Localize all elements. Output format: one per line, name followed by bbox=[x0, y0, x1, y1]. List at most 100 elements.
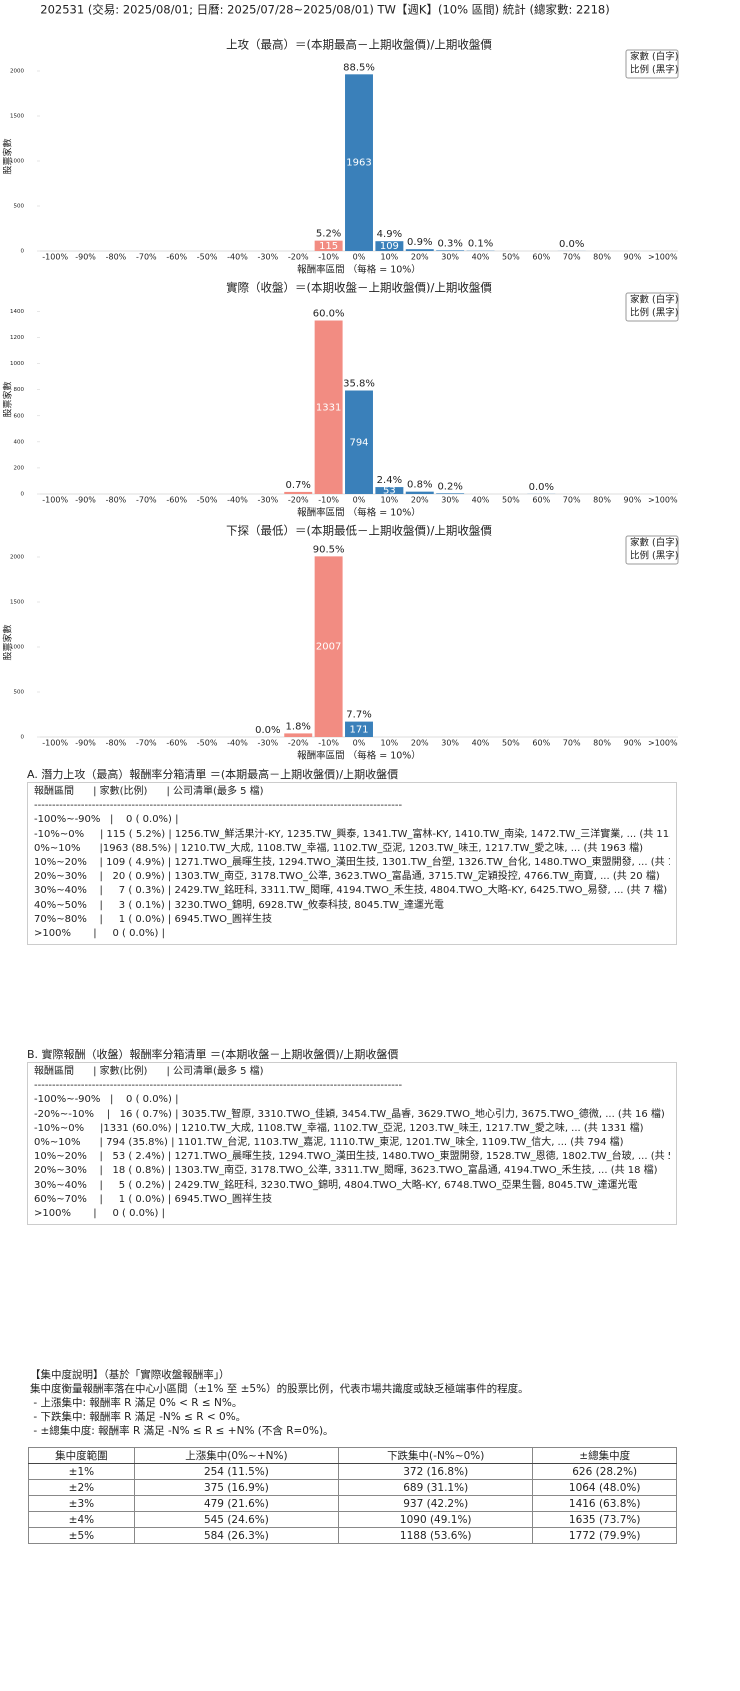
percent-label: 0.0% bbox=[529, 482, 554, 493]
x-tick-label: 80% bbox=[593, 253, 611, 262]
bar bbox=[405, 249, 434, 251]
x-axis-label: 報酬率區間 （每格 = 10%） bbox=[297, 264, 421, 276]
table-row: ±2% 375 (16.9%) 689 (31.1%) 1064 (48.0%) bbox=[28, 1479, 677, 1496]
list-box: 報酬區間 | 家數(比例) | 公司清單(最多 5 檔) ------------… bbox=[27, 782, 677, 945]
list-line: 0%~10% | 794 (35.8%) | 1101.TW_台泥, 1103.… bbox=[34, 1137, 624, 1149]
percent-label: 5.2% bbox=[316, 229, 341, 240]
legend-entry: 家數 (白字) bbox=[630, 294, 678, 306]
x-tick-label: 40% bbox=[472, 253, 490, 262]
chart-title: 下探（最低）＝(本期最低－上期收盤價)/上期收盤價 bbox=[226, 524, 492, 538]
x-tick-label: -100% bbox=[42, 739, 68, 748]
x-tick-label: 20% bbox=[411, 253, 429, 262]
table-cell: 1064 (48.0%) bbox=[532, 1479, 677, 1496]
count-label: 1331 bbox=[316, 402, 341, 413]
x-tick-label: -40% bbox=[227, 496, 248, 505]
chart-title: 上攻（最高）＝(本期最高－上期收盤價)/上期收盤價 bbox=[226, 38, 492, 52]
percent-label: 0.3% bbox=[437, 238, 462, 249]
x-tick-label: 70% bbox=[563, 739, 581, 748]
list-line: -100%~-90% | 0 ( 0.0%) | bbox=[34, 814, 179, 826]
notes-title: 【集中度說明】（基於「實際收盤報酬率」） bbox=[30, 1369, 230, 1381]
table-cell: 937 (42.2%) bbox=[338, 1495, 534, 1512]
list-line: -10%~0% | 115 ( 5.2%) | 1256.TW_鮮活果汁-KY,… bbox=[34, 828, 670, 840]
table-cell: 1772 (79.9%) bbox=[532, 1527, 677, 1544]
list-line: 30%~40% | 5 ( 0.2%) | 2429.TW_銘旺科, 3230.… bbox=[34, 1179, 638, 1191]
list-line: 報酬區間 | 家數(比例) | 公司清單(最多 5 檔) bbox=[34, 1066, 264, 1077]
x-tick-label: -90% bbox=[75, 253, 96, 262]
x-tick-label: 30% bbox=[441, 253, 459, 262]
y-tick-label: 2000 bbox=[10, 69, 24, 75]
bar bbox=[436, 250, 465, 251]
percent-label: 2.4% bbox=[377, 475, 402, 486]
table-cell: ±3% bbox=[28, 1495, 135, 1512]
legend-entry: 家數 (白字) bbox=[630, 51, 678, 63]
percent-label: 0.9% bbox=[407, 237, 432, 248]
table-cell: 689 (31.1%) bbox=[338, 1479, 534, 1496]
column-header: 下跌集中(-N%~0%) bbox=[338, 1447, 534, 1464]
x-tick-label: 40% bbox=[472, 739, 490, 748]
x-tick-label: 30% bbox=[441, 739, 459, 748]
list-line: -20%~-10% | 16 ( 0.7%) | 3035.TW_智原, 331… bbox=[34, 1108, 665, 1120]
bar bbox=[314, 320, 343, 494]
table-cell: 626 (28.2%) bbox=[532, 1463, 677, 1480]
x-tick-label: -70% bbox=[136, 496, 157, 505]
table-cell: 372 (16.8%) bbox=[338, 1463, 534, 1480]
x-tick-label: -100% bbox=[42, 253, 68, 262]
list-line: >100% | 0 ( 0.0%) | bbox=[34, 1208, 165, 1220]
list-line: 70%~80% | 1 ( 0.0%) | 6945.TWO_圓祥生技 bbox=[34, 913, 272, 925]
x-tick-label: 50% bbox=[502, 739, 520, 748]
x-tick-label: -50% bbox=[197, 496, 218, 505]
x-tick-label: 70% bbox=[563, 253, 581, 262]
list-line: 30%~40% | 7 ( 0.3%) | 2429.TW_銘旺科, 3311.… bbox=[34, 885, 668, 897]
x-tick-label: -10% bbox=[318, 496, 339, 505]
column-header: 集中度範圍 bbox=[28, 1447, 135, 1464]
percent-label: 7.7% bbox=[346, 710, 371, 721]
concentration-notes: 【集中度說明】（基於「實際收盤報酬率」） 集中度衡量報酬率落在中心小區間（±1%… bbox=[30, 1368, 690, 1438]
bar bbox=[284, 733, 313, 737]
table-cell: 1090 (49.1%) bbox=[338, 1511, 534, 1528]
x-tick-label: -20% bbox=[288, 739, 309, 748]
x-tick-label: -70% bbox=[136, 253, 157, 262]
legend-entry: 比例 (黑字) bbox=[630, 64, 678, 76]
table-cell: 1635 (73.7%) bbox=[532, 1511, 677, 1528]
x-tick-label: 60% bbox=[532, 253, 550, 262]
percent-label: 0.7% bbox=[286, 480, 311, 491]
list-line: 10%~20% | 109 ( 4.9%) | 1271.TWO_晨暉生技, 1… bbox=[34, 857, 670, 869]
table-cell: 1416 (63.8%) bbox=[532, 1495, 677, 1512]
column-header: 上漲集中(0%~+N%) bbox=[133, 1447, 340, 1464]
y-tick-label: 600 bbox=[14, 413, 25, 419]
x-tick-label: 0% bbox=[353, 253, 366, 262]
x-tick-label: -20% bbox=[288, 496, 309, 505]
y-tick-label: 400 bbox=[14, 439, 25, 445]
table-cell: 584 (26.3%) bbox=[133, 1527, 340, 1544]
section-title: B. 實際報酬（收盤）報酬率分箱清單 ＝(本期收盤－上期收盤價)/上期收盤價 bbox=[27, 1048, 399, 1061]
bar bbox=[284, 491, 313, 494]
x-tick-label: 50% bbox=[502, 496, 520, 505]
x-tick-label: -60% bbox=[166, 739, 187, 748]
percent-label: 0.0% bbox=[255, 725, 280, 736]
list-line: -100%~-90% | 0 ( 0.0%) | bbox=[34, 1094, 179, 1106]
y-axis-label: 股票家數 bbox=[2, 138, 14, 174]
x-tick-label: >100% bbox=[648, 253, 678, 262]
charts: 202531 (交易: 2025/08/01; 日曆: 2025/07/28~2… bbox=[2, 3, 679, 762]
x-tick-label: 50% bbox=[502, 253, 520, 262]
table-cell: 375 (16.9%) bbox=[133, 1479, 340, 1496]
x-tick-label: -90% bbox=[75, 739, 96, 748]
y-tick-label: 1200 bbox=[10, 335, 24, 341]
list-line: 40%~50% | 3 ( 0.1%) | 3230.TWO_錦明, 6928.… bbox=[34, 899, 444, 911]
x-tick-label: 0% bbox=[353, 496, 366, 505]
x-tick-label: 10% bbox=[380, 496, 398, 505]
y-tick-label: 500 bbox=[14, 690, 25, 696]
notes-line: - 下跌集中: 報酬率 R 滿足 -N% ≤ R < 0%。 bbox=[30, 1411, 247, 1423]
list-line: 20%~30% | 20 ( 0.9%) | 1303.TW_南亞, 3178.… bbox=[34, 871, 660, 883]
count-label: 171 bbox=[349, 724, 368, 735]
percent-label: 0.8% bbox=[407, 480, 432, 491]
percent-label: 0.2% bbox=[437, 481, 462, 492]
list-line: -10%~0% |1331 (60.0%) | 1210.TW_大成, 1108… bbox=[34, 1122, 644, 1134]
x-tick-label: >100% bbox=[648, 739, 678, 748]
list-line: 60%~70% | 1 ( 0.0%) | 6945.TWO_圓祥生技 bbox=[34, 1193, 272, 1205]
table-row: ±1% 254 (11.5%) 372 (16.8%) 626 (28.2%) bbox=[28, 1463, 677, 1480]
bar bbox=[345, 721, 373, 737]
list-line: 報酬區間 | 家數(比例) | 公司清單(最多 5 檔) bbox=[34, 786, 264, 797]
percent-label: 90.5% bbox=[313, 544, 345, 555]
